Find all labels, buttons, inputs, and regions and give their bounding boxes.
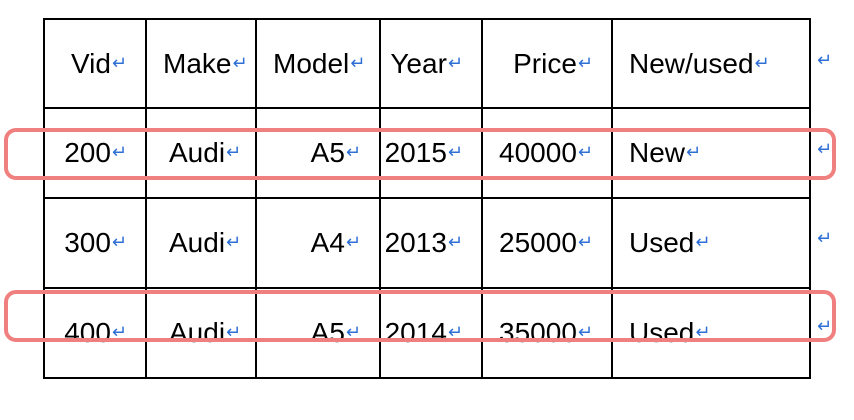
cell-model: A5↵ (255, 107, 381, 199)
paragraph-mark-icon: ↵ (447, 52, 463, 73)
paragraph-mark-icon: ↵ (754, 52, 770, 73)
cell-year: 2014↵ (379, 287, 483, 379)
paragraph-mark-icon: ↵ (345, 232, 361, 252)
cell-vid: 300↵ (43, 197, 147, 289)
paragraph-mark-icon: ↵ (111, 232, 127, 252)
paragraph-mark-icon: ↵ (345, 322, 361, 342)
paragraph-mark-icon: ↵ (232, 52, 248, 73)
paragraph-mark-icon: ↵ (111, 52, 127, 73)
paragraph-mark-icon: ↵ (577, 232, 593, 252)
header-cell-model: Model↵ (255, 18, 381, 109)
paragraph-mark-icon: ↵ (447, 322, 463, 342)
table-row: 400↵ Audi↵ A5↵ 2014↵ 35000↵ Used↵ (43, 287, 811, 379)
paragraph-mark-icon: ↵ (695, 322, 711, 342)
header-cell-make: Make↵ (145, 18, 257, 109)
cell-new-used: Used↵ (611, 287, 811, 379)
paragraph-mark-icon: ↵ (686, 142, 702, 162)
cell-price: 40000↵ (481, 107, 613, 199)
paragraph-mark-icon: ↵ (447, 232, 463, 252)
header-cell-vid: Vid↵ (43, 18, 147, 109)
paragraph-mark-icon: ↵ (226, 142, 242, 162)
table-header-row: Vid↵ Make↵ Model↵ Year↵ Price↵ New/used↵ (43, 18, 811, 109)
paragraph-mark-icon: ↵ (345, 142, 361, 162)
cell-vid: 200↵ (43, 107, 147, 199)
cell-price: 35000↵ (481, 287, 613, 379)
table: Vid↵ Make↵ Model↵ Year↵ Price↵ New/used↵… (43, 18, 811, 379)
header-cell-price: Price↵ (481, 18, 613, 109)
paragraph-mark-icon: ↵ (577, 52, 593, 73)
cell-vid: 400↵ (43, 287, 147, 379)
row-end-mark-icon: ↵ (817, 139, 833, 159)
cell-price: 25000↵ (481, 197, 613, 289)
cell-year: 2013↵ (379, 197, 483, 289)
paragraph-mark-icon: ↵ (447, 142, 463, 162)
paragraph-mark-icon: ↵ (695, 232, 711, 252)
cell-new-used: Used↵ (611, 197, 811, 289)
table-row: 300↵ Audi↵ A4↵ 2013↵ 25000↵ Used↵ (43, 197, 811, 289)
header-cell-new-used: New/used↵ (611, 18, 811, 109)
row-highlight-box (4, 128, 836, 180)
cell-year: 2015↵ (379, 107, 483, 199)
paragraph-mark-icon: ↵ (577, 322, 593, 342)
row-highlight-box (4, 290, 836, 342)
cell-model: A4↵ (255, 197, 381, 289)
paragraph-mark-icon: ↵ (111, 322, 127, 342)
paragraph-mark-icon: ↵ (111, 142, 127, 162)
cell-make: Audi↵ (145, 197, 257, 289)
cell-new-used: New↵ (611, 107, 811, 199)
cell-make: Audi↵ (145, 107, 257, 199)
table-row: 200↵ Audi↵ A5↵ 2015↵ 40000↵ New↵ (43, 107, 811, 199)
row-end-mark-icon: ↵ (817, 228, 833, 248)
paragraph-mark-icon: ↵ (350, 52, 366, 73)
paragraph-mark-icon: ↵ (226, 322, 242, 342)
paragraph-mark-icon: ↵ (226, 232, 242, 252)
cell-make: Audi↵ (145, 287, 257, 379)
header-cell-year: Year↵ (379, 18, 483, 109)
paragraph-mark-icon: ↵ (577, 142, 593, 162)
row-end-mark-icon: ↵ (817, 50, 833, 70)
cell-model: A5↵ (255, 287, 381, 379)
vehicle-table: Vid↵ Make↵ Model↵ Year↵ Price↵ New/used↵… (43, 18, 811, 379)
